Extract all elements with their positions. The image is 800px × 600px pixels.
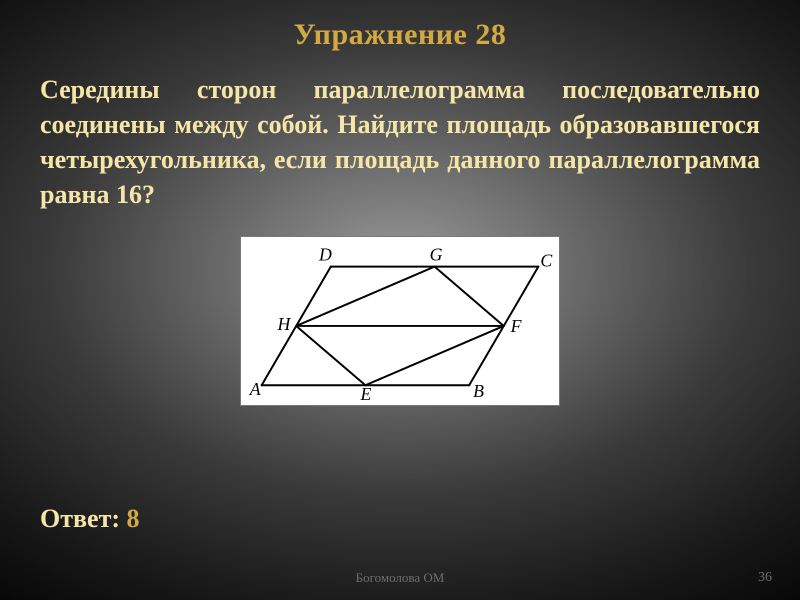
- svg-text:H: H: [276, 314, 291, 334]
- svg-text:B: B: [473, 381, 484, 401]
- footer-page: 36: [758, 570, 772, 586]
- problem-text: Середины сторон параллелограмма последов…: [40, 72, 760, 212]
- svg-text:A: A: [249, 379, 261, 399]
- answer-line: Ответ: 8: [40, 504, 140, 534]
- svg-text:G: G: [430, 245, 443, 265]
- svg-text:C: C: [540, 251, 553, 271]
- svg-text:E: E: [359, 384, 371, 404]
- svg-text:D: D: [318, 245, 332, 265]
- svg-text:F: F: [510, 316, 522, 336]
- exercise-title: Упражнение 28: [0, 0, 800, 52]
- answer-value: 8: [127, 504, 140, 533]
- footer-author: Богомолова ОМ: [0, 570, 800, 586]
- geometry-figure: A B C D E F G H: [240, 236, 560, 406]
- answer-label: Ответ:: [40, 504, 127, 533]
